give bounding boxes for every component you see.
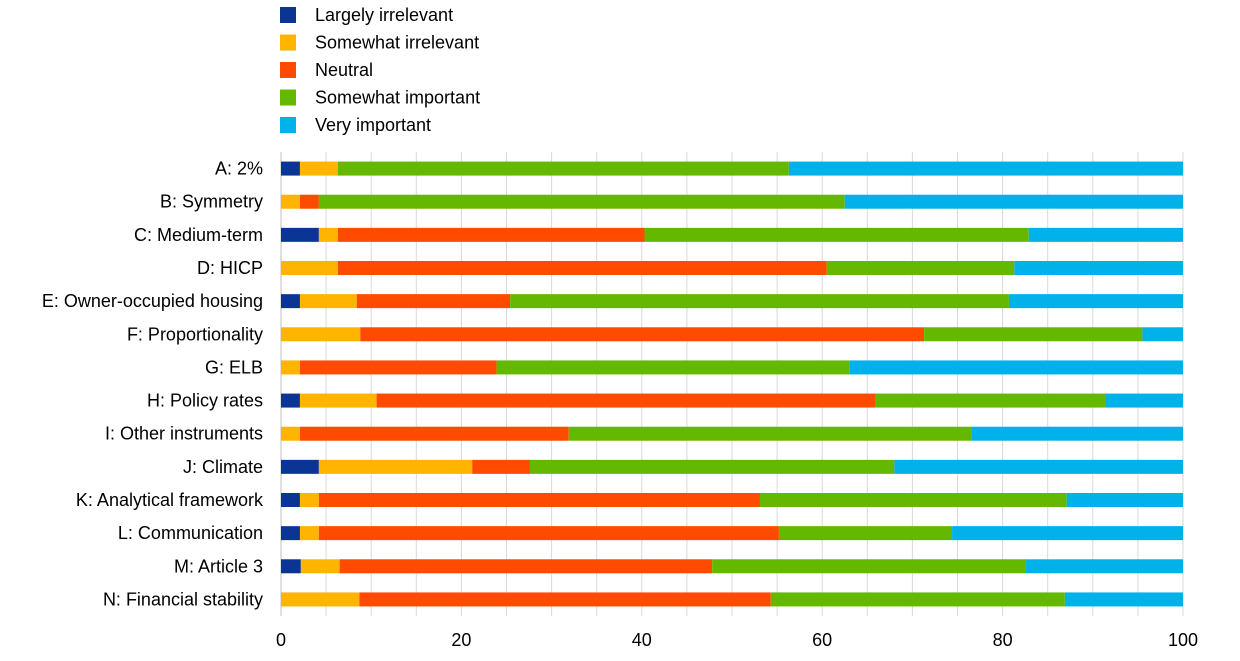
bar-segment <box>300 559 340 574</box>
bar-segment <box>299 493 319 507</box>
bar-segment <box>318 227 338 242</box>
legend-swatch <box>280 34 296 51</box>
bar-segment <box>299 161 338 176</box>
category-label: C: Medium-term <box>134 225 263 245</box>
bar-segment <box>849 360 1183 375</box>
legend-swatch <box>280 62 296 78</box>
bar-segment <box>281 194 300 209</box>
bar-segment <box>778 526 953 541</box>
bar-segment <box>337 227 645 242</box>
bar-segment <box>1142 327 1183 342</box>
bar-segment <box>281 592 360 607</box>
x-tick-label: 60 <box>812 630 832 650</box>
category-label: L: Communication <box>118 523 263 543</box>
bar-segment <box>924 327 1143 342</box>
bar-segment <box>529 459 895 474</box>
bar-segment <box>770 592 1065 607</box>
bar-segment <box>788 161 1183 176</box>
bar-segment <box>1014 261 1183 275</box>
bar-segment <box>281 227 319 242</box>
bar-segment <box>496 360 850 375</box>
bar-segment <box>318 459 473 474</box>
bar-segment <box>281 327 361 342</box>
bar-segment <box>281 559 301 574</box>
x-tick-label: 100 <box>1168 630 1198 650</box>
bar-segment <box>1026 559 1183 574</box>
x-tick-label: 0 <box>276 630 286 650</box>
bar-segment <box>952 526 1183 541</box>
bar-segment <box>281 261 338 275</box>
legend-swatch <box>280 117 296 133</box>
legend-label: Very important <box>315 115 431 135</box>
bar-segment <box>337 261 827 275</box>
category-label: H: Policy rates <box>147 391 263 411</box>
category-label: G: ELB <box>205 357 263 377</box>
legend-label: Somewhat irrelevant <box>315 33 479 53</box>
legend-swatch <box>280 89 296 106</box>
category-label: K: Analytical framework <box>76 490 264 510</box>
bar-segment <box>339 559 713 574</box>
bar-segment <box>337 161 789 176</box>
bar-segment <box>299 360 497 375</box>
bar-segment <box>844 194 1183 209</box>
bar-segment <box>281 493 300 507</box>
bar-segment <box>894 459 1183 474</box>
bar-segment <box>1028 227 1183 242</box>
bar-segment <box>1066 493 1183 507</box>
bar-segment <box>281 526 300 541</box>
bar-segment <box>971 426 1183 441</box>
x-tick-labels: 0 20 40 60 80 100 <box>276 630 1198 650</box>
category-label: B: Symmetry <box>160 192 263 212</box>
bar-segment <box>318 194 845 209</box>
bar-segment <box>712 559 1027 574</box>
bar-segment <box>356 294 511 309</box>
legend-swatch <box>280 7 296 23</box>
bar-segment <box>472 459 530 474</box>
bar-segment <box>299 194 319 209</box>
bar-segment <box>281 393 300 408</box>
bar-segment <box>299 426 569 441</box>
bar-segment <box>1008 294 1183 309</box>
bar-segment <box>281 161 300 176</box>
bar-segment <box>281 294 300 309</box>
bar-segment <box>759 493 1067 507</box>
category-label: E: Owner-occupied housing <box>42 291 263 311</box>
bar-segment <box>510 294 1009 309</box>
category-label: A: 2% <box>215 159 263 179</box>
bar-segment <box>1105 393 1183 408</box>
category-label: N: Financial stability <box>103 589 263 609</box>
x-tick-label: 80 <box>993 630 1013 650</box>
x-tick-label: 20 <box>451 630 471 650</box>
bar-segment <box>281 426 300 441</box>
bar-segment <box>299 294 357 309</box>
category-label: I: Other instruments <box>105 424 263 444</box>
bar-segment <box>568 426 972 441</box>
category-labels: A: 2% B: Symmetry C: Medium-term D: HICP E: … <box>42 159 264 610</box>
bar-segment <box>360 327 925 342</box>
bar-segment <box>299 526 319 541</box>
legend-label: Neutral <box>315 60 373 80</box>
category-label: M: Article 3 <box>174 556 263 576</box>
bar-segment <box>318 526 779 541</box>
bar-segment <box>644 227 1029 242</box>
legend: Largely irrelevant Somewhat irrelevant Neu… <box>280 5 480 135</box>
category-label: F: Proportionality <box>127 324 263 344</box>
category-label: D: HICP <box>197 258 263 278</box>
bar-segment <box>281 459 319 474</box>
bar-segment <box>376 393 876 408</box>
category-label: J: Climate <box>183 457 263 477</box>
bar-segment <box>826 261 1015 275</box>
bar-segment <box>318 493 760 507</box>
bar-segment <box>1064 592 1183 607</box>
bar-segment <box>875 393 1106 408</box>
bar-segment <box>359 592 771 607</box>
x-tick-label: 40 <box>632 630 652 650</box>
bars <box>281 161 1183 607</box>
gridlines <box>280 152 1184 616</box>
bar-segment <box>281 360 300 375</box>
bar-segment <box>299 393 377 408</box>
legend-label: Somewhat important <box>315 88 480 108</box>
legend-label: Largely irrelevant <box>315 5 453 25</box>
